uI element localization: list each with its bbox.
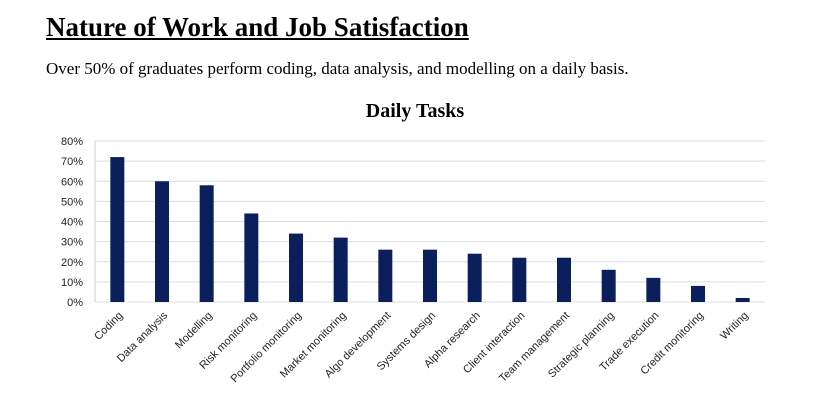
x-tick-label: Writing — [718, 310, 751, 343]
bar — [735, 297, 750, 302]
bar — [155, 181, 169, 302]
chart-title: Daily Tasks — [366, 100, 465, 122]
slide-title: Nature of Work and Job Satisfaction — [46, 12, 469, 42]
bar — [333, 237, 348, 302]
y-tick-label: 70% — [61, 156, 83, 168]
bar — [646, 277, 661, 302]
y-tick-label: 0% — [67, 297, 83, 309]
y-axis-ticks: 0% 10% 20% 30% 40% 50% 60% 70% 80% — [61, 136, 83, 309]
bar — [289, 233, 303, 302]
bars — [110, 157, 750, 302]
y-tick-label: 50% — [61, 196, 83, 208]
bar — [199, 185, 214, 302]
slide-subtitle: Over 50% of graduates perform coding, da… — [46, 59, 629, 78]
bar — [691, 285, 705, 302]
bar — [557, 257, 571, 302]
y-tick-label: 40% — [61, 217, 83, 229]
y-tick-label: 80% — [61, 136, 83, 148]
y-tick-label: 60% — [61, 176, 83, 188]
bar — [601, 269, 616, 302]
bar — [512, 257, 527, 302]
y-tick-label: 10% — [61, 277, 83, 289]
y-tick-label: 20% — [61, 257, 83, 269]
x-tick-label: Coding — [92, 310, 125, 343]
bar — [423, 249, 437, 302]
x-tick-label: Modelling — [173, 310, 215, 352]
bar — [244, 213, 259, 302]
y-tick-label: 30% — [61, 237, 83, 249]
bar — [378, 249, 393, 302]
bar — [110, 157, 125, 302]
bar — [467, 253, 482, 302]
